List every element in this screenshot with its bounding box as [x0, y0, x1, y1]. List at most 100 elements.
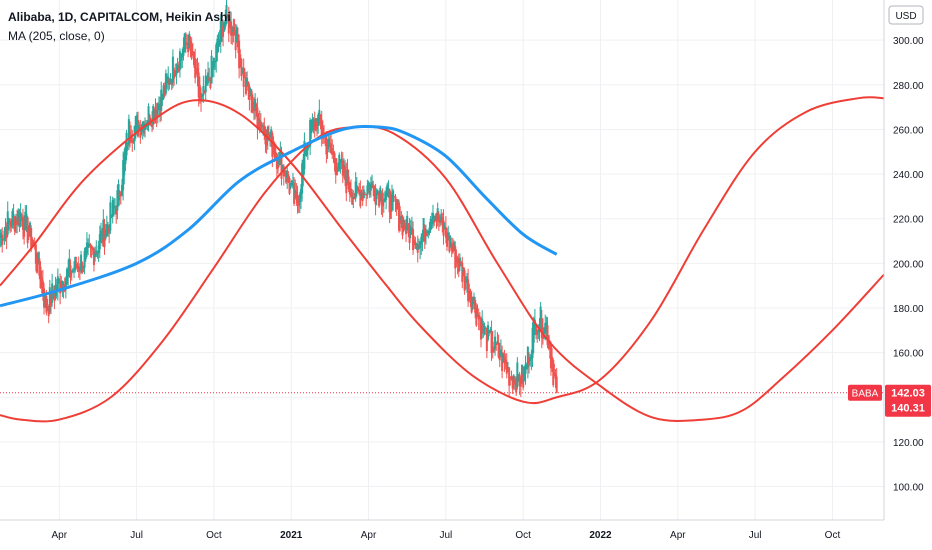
candle-body	[389, 200, 392, 219]
candle-body	[499, 349, 502, 356]
candle-body	[458, 257, 461, 267]
candle-body	[116, 190, 119, 211]
candle-body	[463, 270, 466, 291]
indicator-lines	[0, 96, 885, 423]
candle-body	[52, 293, 55, 295]
candle-body	[173, 69, 176, 79]
candle-body	[122, 160, 125, 191]
candle-body	[375, 189, 378, 200]
candle-body	[103, 229, 106, 248]
candle-body	[497, 342, 500, 358]
candle-body	[313, 121, 316, 131]
candle-body	[272, 144, 275, 150]
candle-body	[209, 79, 212, 88]
candle-body	[0, 232, 3, 237]
candle-body	[148, 115, 151, 126]
candle-body	[77, 266, 80, 272]
candle-body	[131, 139, 134, 142]
candle-body	[372, 184, 375, 188]
candle-body	[166, 77, 169, 84]
candle-body	[250, 91, 253, 113]
candle-body	[126, 144, 129, 146]
candle-body	[139, 126, 142, 138]
candle-body	[392, 190, 395, 202]
candle-body	[266, 126, 269, 142]
y-tick-label: 280.00	[893, 81, 924, 92]
candle-body	[400, 216, 403, 221]
candle-body	[394, 196, 397, 202]
candle-body	[360, 192, 363, 199]
candle-body	[24, 211, 27, 231]
ma-line	[0, 125, 558, 308]
candle-body	[484, 328, 487, 330]
candle-body	[555, 376, 558, 393]
x-tick-label: Jul	[749, 530, 762, 541]
candle-body	[501, 352, 504, 372]
candle-body	[270, 129, 273, 137]
candle-body	[453, 242, 456, 250]
candle-body	[215, 44, 218, 62]
candle-body	[537, 330, 540, 333]
candle-body	[241, 67, 244, 69]
candle-body	[344, 166, 347, 180]
candle-body	[288, 178, 291, 194]
candle-body	[67, 268, 70, 277]
candle-body	[78, 269, 81, 272]
candle-body	[125, 132, 128, 156]
candle-body	[310, 126, 313, 134]
candle-body	[451, 247, 454, 253]
candle-body	[540, 318, 543, 339]
candle-body	[359, 190, 362, 207]
candle-body	[293, 182, 296, 204]
candle-body	[517, 373, 520, 375]
candle-body	[390, 194, 393, 210]
candle-body	[74, 256, 77, 271]
candle-body	[536, 329, 539, 335]
candle-body	[31, 238, 34, 246]
candle-body	[111, 199, 114, 217]
candle-body	[4, 226, 7, 235]
candle-body	[89, 244, 92, 247]
candle-body	[366, 185, 369, 195]
candle-body	[14, 217, 17, 224]
candle-body	[2, 238, 5, 240]
candle-body	[280, 154, 283, 179]
candle-body	[382, 200, 385, 203]
candle-body	[379, 187, 382, 200]
candle-body	[200, 93, 203, 101]
candle-body	[84, 247, 87, 260]
candle-body	[304, 155, 307, 157]
y-tick-label: 300.00	[893, 36, 924, 47]
candle-body	[267, 134, 270, 139]
symbol-tag	[848, 384, 882, 401]
candle-body	[21, 217, 24, 231]
candle-body	[244, 77, 247, 94]
candle-body	[239, 54, 242, 64]
candle-body	[512, 375, 515, 384]
candle-body	[233, 29, 236, 35]
candle-body	[426, 232, 429, 236]
candle-body	[337, 169, 340, 171]
candle-body	[502, 353, 505, 362]
candle-body	[75, 263, 78, 268]
candle-body	[119, 194, 122, 197]
candle-body	[0, 236, 1, 238]
candle-body	[18, 216, 21, 226]
candle-body	[471, 301, 474, 305]
candle-body	[328, 142, 331, 145]
x-tick-label: 2022	[589, 530, 612, 541]
candle-body	[151, 121, 154, 128]
candle-body	[526, 346, 529, 368]
candle-body	[253, 106, 256, 112]
candle-body	[481, 318, 484, 329]
candle-body	[9, 221, 12, 225]
candle-body	[532, 318, 535, 343]
candle-body	[470, 296, 473, 313]
candle-body	[435, 218, 438, 222]
candle-body	[261, 125, 264, 127]
candle-body	[257, 118, 260, 129]
candle-body	[170, 80, 173, 85]
candle-body	[468, 290, 471, 294]
candle-body	[81, 262, 84, 273]
